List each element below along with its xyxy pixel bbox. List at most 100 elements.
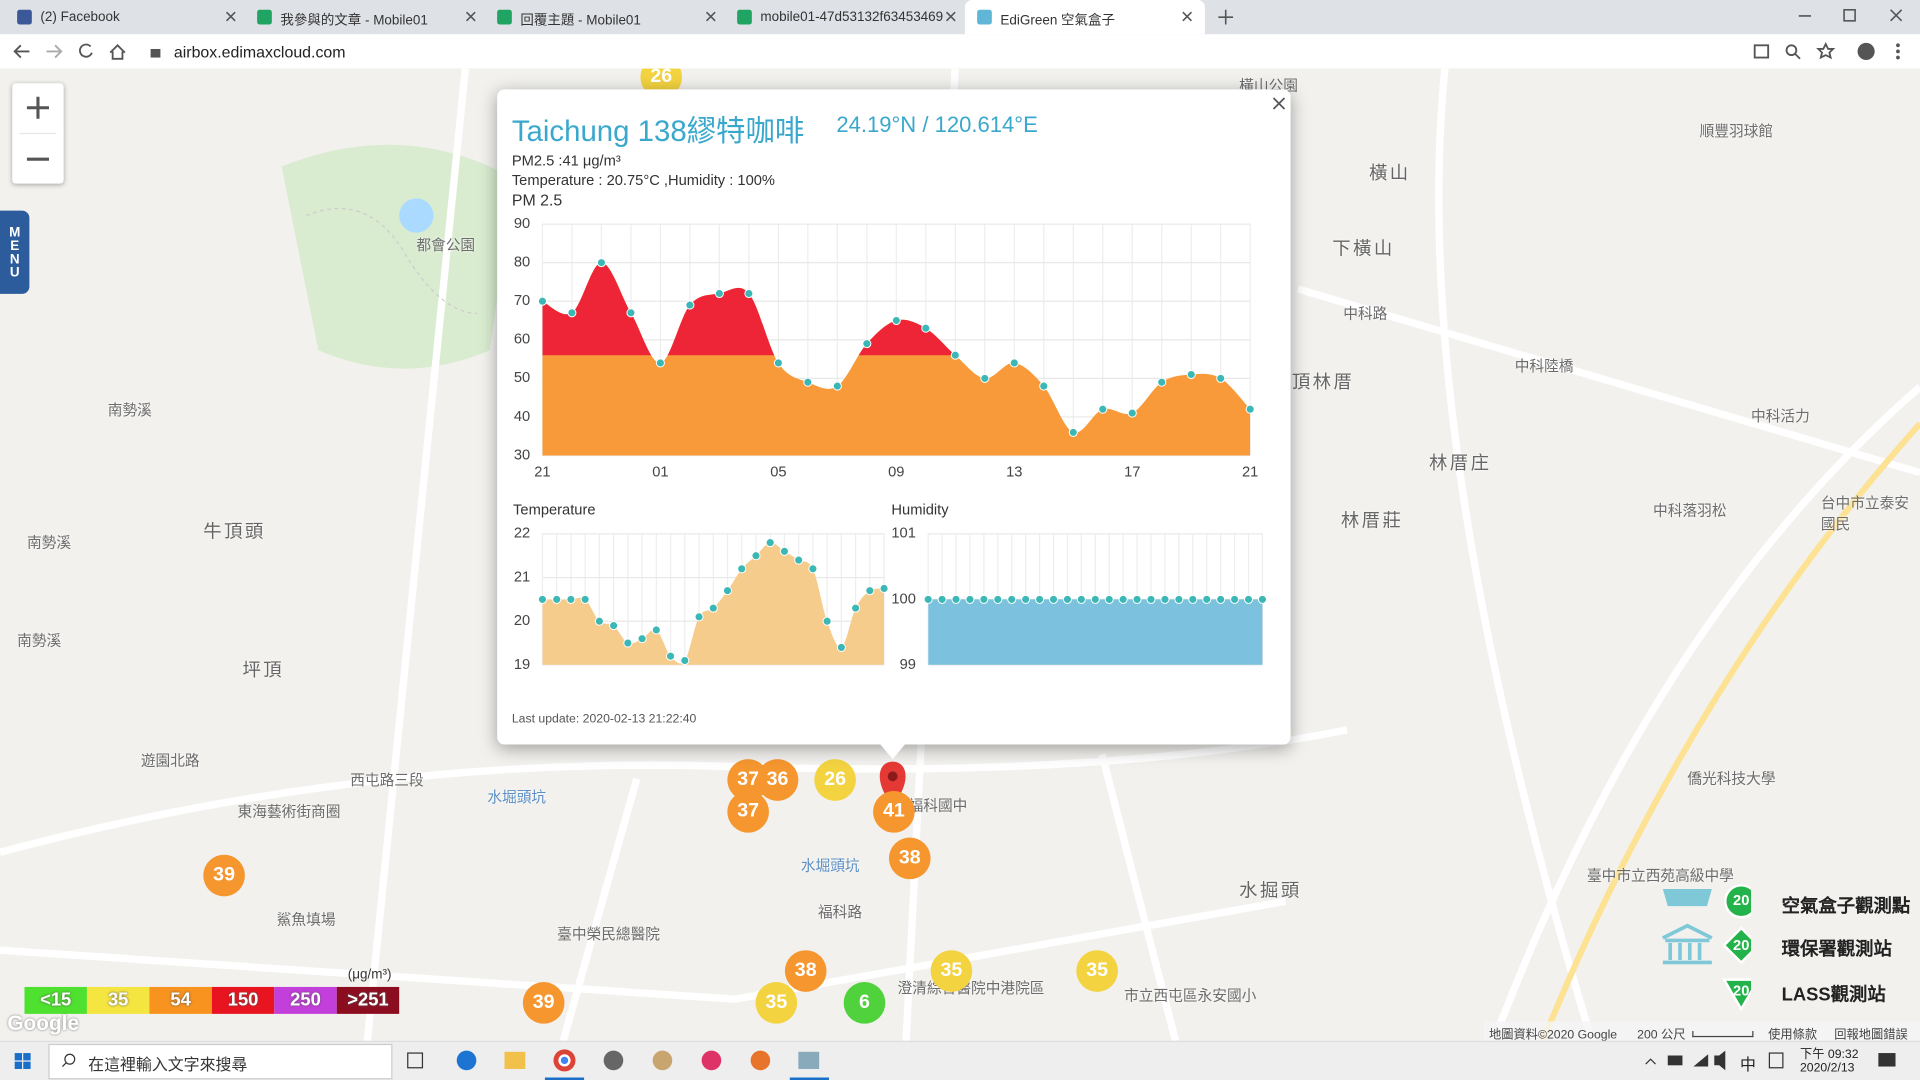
popup-coords: 24.19°N / 120.614°E: [836, 112, 1038, 138]
point: [891, 315, 901, 326]
point: [609, 621, 619, 631]
point: [1216, 594, 1226, 604]
url[interactable]: airbox.edimaxcloud.com: [173, 42, 346, 62]
map-marker[interactable]: 6: [843, 982, 886, 1024]
point: [1039, 381, 1049, 391]
point: [1118, 594, 1128, 604]
map-label: 橫山: [1368, 162, 1411, 184]
tab[interactable]: 回覆主題 - Mobile01: [485, 0, 725, 34]
point: [594, 616, 604, 626]
map-scale: 200 公尺: [1637, 1028, 1686, 1041]
map-marker[interactable]: 35: [1076, 950, 1118, 992]
map-marker[interactable]: 41: [873, 791, 915, 833]
chart-title: Humidity: [891, 500, 949, 518]
map-label: 福科國中: [908, 797, 968, 815]
aqi-level: 35: [86, 986, 150, 1014]
tab[interactable]: 我參與的文章 - Mobile01: [245, 0, 485, 34]
map-marker[interactable]: 38: [784, 950, 827, 992]
aqi-legend: <15 35 54 150 250 >251: [24, 986, 400, 1014]
point: [923, 594, 933, 604]
map-marker[interactable]: 26: [814, 759, 856, 801]
terms-link[interactable]: 使用條款: [1768, 1028, 1818, 1041]
close-button[interactable]: [1272, 97, 1286, 110]
point: [1160, 594, 1170, 604]
map-label: 臺中榮民總醫院: [557, 925, 661, 943]
info-popup: Taichung 138繆特咖啡 24.19°N / 120.614°E PM2…: [497, 89, 1291, 760]
map-label: 林厝莊: [1340, 510, 1404, 532]
point: [626, 308, 636, 318]
pm-reading: PM2.5 :41 μg/m³: [511, 151, 621, 169]
area-above: [542, 262, 956, 356]
zoom-icons[interactable]: [12, 83, 63, 183]
map-data: 地圖資料©2020 Google: [1488, 1028, 1618, 1041]
y-tick-label: 101: [891, 526, 916, 542]
map-label: 下橫山: [1332, 238, 1395, 260]
address-row: airbox.edimaxcloud.com: [0, 34, 1920, 70]
google-logo: Google: [7, 1011, 80, 1035]
point: [666, 651, 676, 661]
tab-title: EdiGreen 空氣盒子: [1000, 13, 1115, 29]
tab-title: (2) Facebook: [40, 9, 120, 25]
point: [552, 594, 562, 604]
x-tick-label: 21: [1242, 465, 1258, 481]
point: [637, 634, 647, 644]
point: [708, 603, 718, 613]
point: [836, 642, 846, 652]
point: [1068, 427, 1078, 437]
y-tick-label: 30: [514, 447, 530, 463]
station-count: 20: [1733, 982, 1750, 1000]
chart-title: Temperature: [513, 500, 596, 518]
y-tick-label: 21: [514, 569, 530, 585]
report-link[interactable]: 回報地圖錯誤: [1834, 1028, 1908, 1041]
map-marker[interactable]: 39: [203, 854, 245, 897]
point: [803, 377, 813, 387]
search-box[interactable]: 在這裡輸入文字來搜尋: [88, 1055, 248, 1074]
map-marker[interactable]: 35: [930, 950, 973, 992]
map-label: 牛頂頭: [203, 521, 266, 543]
nav-icons: [13, 42, 1900, 60]
menu-button[interactable]: MENU: [0, 210, 30, 294]
area: [542, 542, 885, 665]
point: [822, 616, 832, 626]
y-tick-label: 20: [514, 613, 530, 629]
tab-title: 回覆主題 - Mobile01: [520, 13, 641, 29]
point: [1090, 594, 1100, 604]
map-marker[interactable]: 39: [522, 982, 565, 1024]
point: [1062, 594, 1072, 604]
map-marker[interactable]: 36: [756, 759, 799, 801]
x-tick-label: 17: [1124, 465, 1140, 481]
point: [1021, 594, 1031, 604]
aqi-level: >251: [336, 986, 400, 1014]
map-label: 遊園北路: [140, 751, 200, 769]
station-count: 20: [1733, 936, 1750, 954]
map-marker[interactable]: 37: [727, 791, 769, 833]
point: [921, 323, 931, 333]
point: [1009, 358, 1019, 368]
point: [851, 603, 861, 613]
point: [1098, 404, 1108, 414]
map-label: 順豐羽球館: [1699, 122, 1774, 140]
tab-active[interactable]: EdiGreen 空氣盒子: [964, 0, 1205, 35]
tab[interactable]: mobile01-47d53132f63453469: [725, 0, 965, 34]
ime[interactable]: 中: [1740, 1055, 1756, 1074]
tab-title: 我參與的文章 - Mobile01: [280, 13, 428, 29]
clock-time: 下午 09:32: [1800, 1048, 1859, 1062]
station-label: 環保署觀測站: [1781, 939, 1892, 960]
popup-title: Taichung 138繆特咖啡: [511, 115, 805, 149]
map-label: 都會公園: [416, 236, 476, 254]
map-marker[interactable]: 35: [755, 982, 798, 1024]
map-marker[interactable]: 38: [888, 837, 931, 880]
point: [737, 564, 747, 574]
point: [1157, 377, 1167, 387]
tab[interactable]: (2) Facebook: [5, 0, 245, 34]
map-label: 水堀頭坑: [487, 788, 547, 806]
station-count: 20: [1733, 891, 1750, 909]
point: [808, 564, 818, 574]
point: [1257, 594, 1267, 604]
point: [1127, 408, 1137, 418]
y-tick-label: 40: [514, 409, 530, 425]
map-label: 南勢溪: [26, 533, 72, 552]
aqi-level: <15: [24, 986, 87, 1014]
point: [1132, 594, 1142, 604]
